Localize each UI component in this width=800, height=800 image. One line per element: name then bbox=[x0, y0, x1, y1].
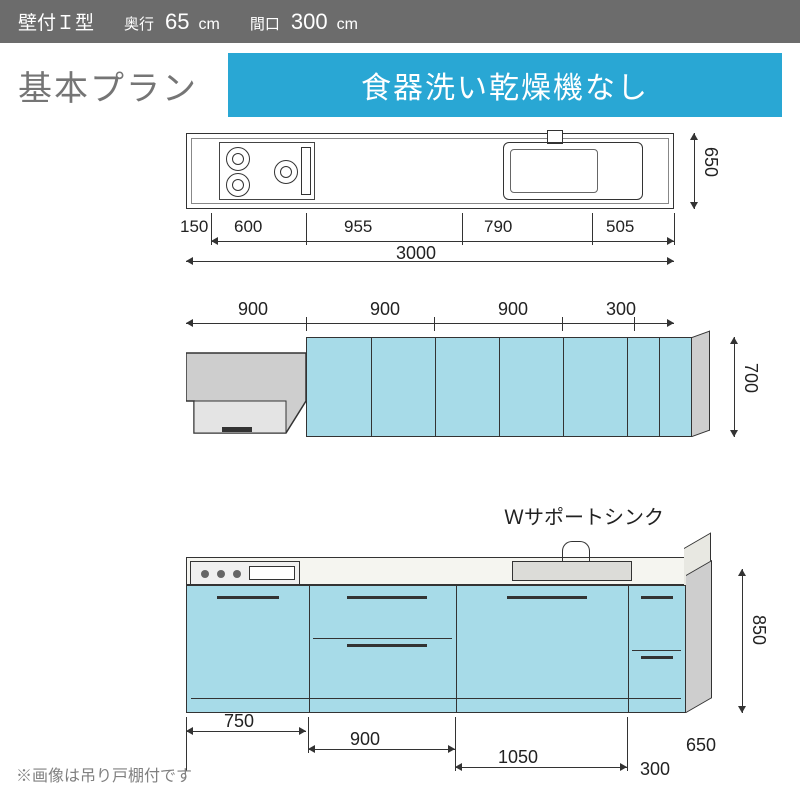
dim-base-1: 900 bbox=[350, 729, 380, 750]
dim-seg-0: 150 bbox=[180, 217, 208, 237]
dim-line bbox=[455, 767, 627, 768]
faucet-icon bbox=[562, 541, 590, 563]
dim-line bbox=[308, 749, 455, 750]
feature-banner: 食器洗い乾燥機なし bbox=[228, 53, 782, 117]
sink-label: Ｗサポートシンク bbox=[504, 501, 664, 530]
dim-total: 3000 bbox=[396, 243, 436, 264]
dim-depth: 650 bbox=[700, 147, 721, 177]
dim-seg-1: 600 bbox=[234, 217, 262, 237]
top-view: 650 150 600 955 790 505 3000 bbox=[186, 133, 726, 209]
dim-upper-0: 900 bbox=[238, 299, 268, 320]
dim-upper-2: 900 bbox=[498, 299, 528, 320]
header-bar: 壁付Ｉ型 奥行 65 cm 間口 300 cm bbox=[0, 0, 800, 43]
dim-line bbox=[186, 323, 674, 324]
wall-cabinets bbox=[306, 337, 692, 437]
base-front bbox=[186, 585, 686, 713]
plan-title: 基本プラン bbox=[18, 61, 198, 110]
dim-upper-height: 700 bbox=[740, 363, 761, 393]
dim-line bbox=[694, 133, 695, 209]
dim-base-2: 1050 bbox=[498, 747, 538, 768]
dim-base-end: 300 bbox=[640, 759, 670, 780]
dim-seg-2: 955 bbox=[344, 217, 372, 237]
dim-line bbox=[211, 241, 674, 242]
sink-front-icon bbox=[512, 561, 632, 581]
dim-base-height: 850 bbox=[748, 615, 769, 645]
dim-seg-4: 505 bbox=[606, 217, 634, 237]
layout-type: 壁付Ｉ型 bbox=[18, 8, 94, 35]
countertop-outline bbox=[186, 133, 674, 209]
stove-front-icon bbox=[190, 561, 300, 585]
cooktop-icon bbox=[219, 142, 315, 200]
range-hood-icon bbox=[186, 345, 314, 433]
sink-icon bbox=[503, 142, 643, 200]
title-row: 基本プラン 食器洗い乾燥機なし bbox=[0, 43, 800, 127]
width-spec: 間口 300 cm bbox=[250, 9, 358, 35]
depth-spec: 奥行 65 cm bbox=[124, 9, 220, 35]
dim-base-depth: 650 bbox=[686, 735, 716, 756]
footnote: ※画像は吊り戸棚付です bbox=[16, 762, 192, 786]
diagram-area: 650 150 600 955 790 505 3000 900 900 900… bbox=[186, 127, 776, 767]
dim-seg-3: 790 bbox=[484, 217, 512, 237]
dim-upper-1: 900 bbox=[370, 299, 400, 320]
dim-upper-3: 300 bbox=[606, 299, 636, 320]
dim-base-0: 750 bbox=[224, 711, 254, 732]
dim-line bbox=[734, 337, 735, 437]
dim-line bbox=[742, 569, 743, 713]
base-side bbox=[686, 560, 712, 713]
